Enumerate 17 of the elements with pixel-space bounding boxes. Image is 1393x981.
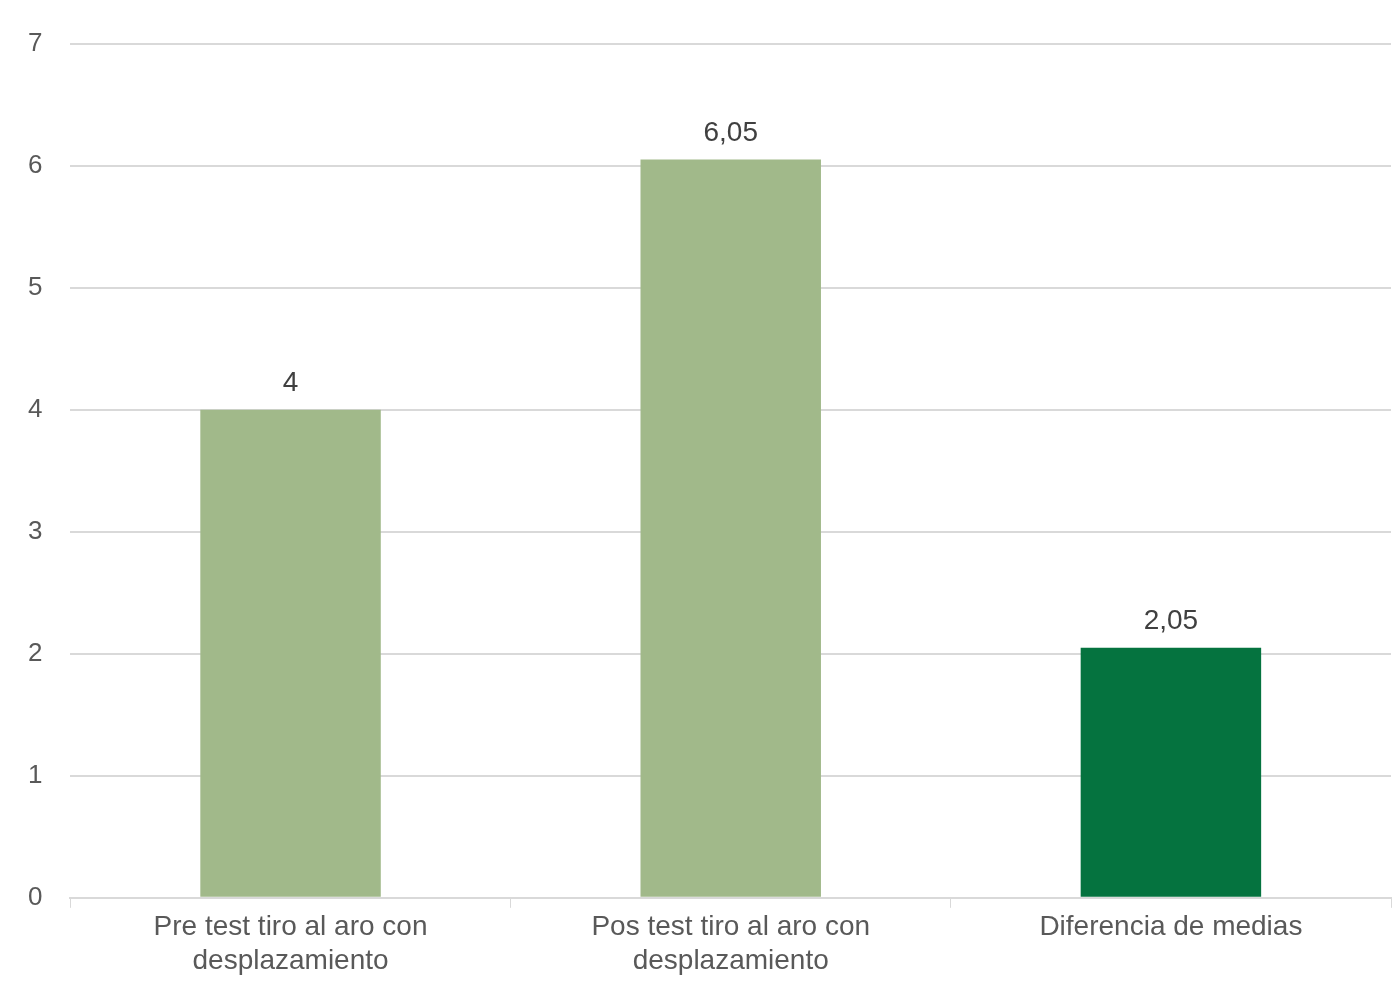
y-tick-label: 0	[27, 880, 43, 911]
bar	[200, 409, 381, 897]
y-tick-label: 7	[27, 26, 43, 57]
bar	[1080, 647, 1262, 897]
x-tick-label: Diferencia de medias	[1039, 910, 1303, 942]
x-tick-label: Pos test tiro al aro con desplazamiento	[591, 910, 871, 975]
y-tick-label: 1	[27, 758, 43, 789]
data-label: 6,05	[703, 116, 758, 148]
bar	[640, 159, 821, 897]
y-tick-label: 3	[27, 514, 43, 545]
y-tick-label: 6	[27, 148, 43, 179]
data-label: 4	[282, 366, 299, 398]
y-tick-label: 5	[27, 270, 43, 301]
x-tick-label: Pre test tiro al aro con desplazamiento	[153, 910, 428, 975]
y-tick-label: 2	[27, 636, 43, 667]
y-tick-label: 4	[27, 392, 43, 423]
data-label: 2,05	[1143, 604, 1199, 636]
